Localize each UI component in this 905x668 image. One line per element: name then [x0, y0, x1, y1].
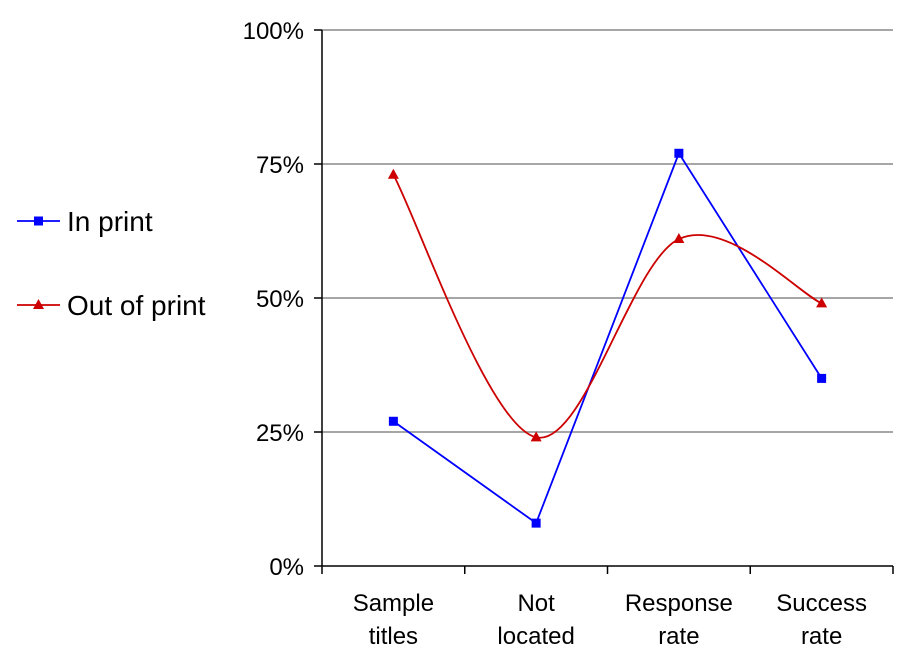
data-point — [531, 518, 541, 528]
data-point — [674, 148, 684, 158]
data-point — [817, 373, 827, 383]
series-line — [392, 174, 822, 439]
series-out-of-print — [387, 168, 828, 442]
legend-swatch-marker — [33, 299, 44, 309]
data-point — [673, 233, 685, 244]
x-tick-label: Response rate — [625, 590, 733, 650]
x-tick-label-line: titles — [369, 623, 418, 650]
x-tick-label-line: located — [497, 623, 574, 650]
y-tick-label: 50% — [256, 286, 304, 313]
x-tick-label-line: Success — [776, 590, 867, 617]
x-tick-label-line: Not — [517, 590, 555, 617]
data-point — [387, 168, 399, 179]
y-tick-label: 25% — [256, 420, 304, 447]
x-tick-label-line: rate — [658, 623, 699, 650]
y-tick-label: 100% — [243, 18, 304, 45]
legend-swatch-marker — [34, 216, 43, 226]
x-tick-label: Not located — [497, 590, 574, 650]
legend-label: In print — [67, 206, 153, 237]
data-point — [816, 297, 828, 308]
y-tick-labels: 0% 25% 50% 75% 100% — [243, 18, 304, 581]
axes — [314, 29, 894, 574]
x-tick-label: Success rate — [776, 590, 867, 650]
y-tick-label: 75% — [256, 152, 304, 179]
y-tick-label: 0% — [269, 554, 304, 581]
legend-item-in-print: In print — [17, 206, 153, 237]
x-tick-label: Sample titles — [353, 590, 434, 650]
series-group — [387, 148, 828, 528]
x-tick-label-line: Response — [625, 590, 733, 617]
x-tick-label-line: rate — [801, 623, 842, 650]
legend: In print Out of print — [17, 206, 206, 321]
series-in-print — [388, 148, 827, 528]
legend-item-out-of-print: Out of print — [17, 290, 206, 321]
data-point — [530, 431, 542, 442]
gridlines — [322, 29, 893, 433]
x-tick-label-line: Sample — [353, 590, 434, 617]
legend-label: Out of print — [67, 290, 206, 321]
data-point — [388, 416, 398, 426]
series-line — [392, 151, 823, 525]
